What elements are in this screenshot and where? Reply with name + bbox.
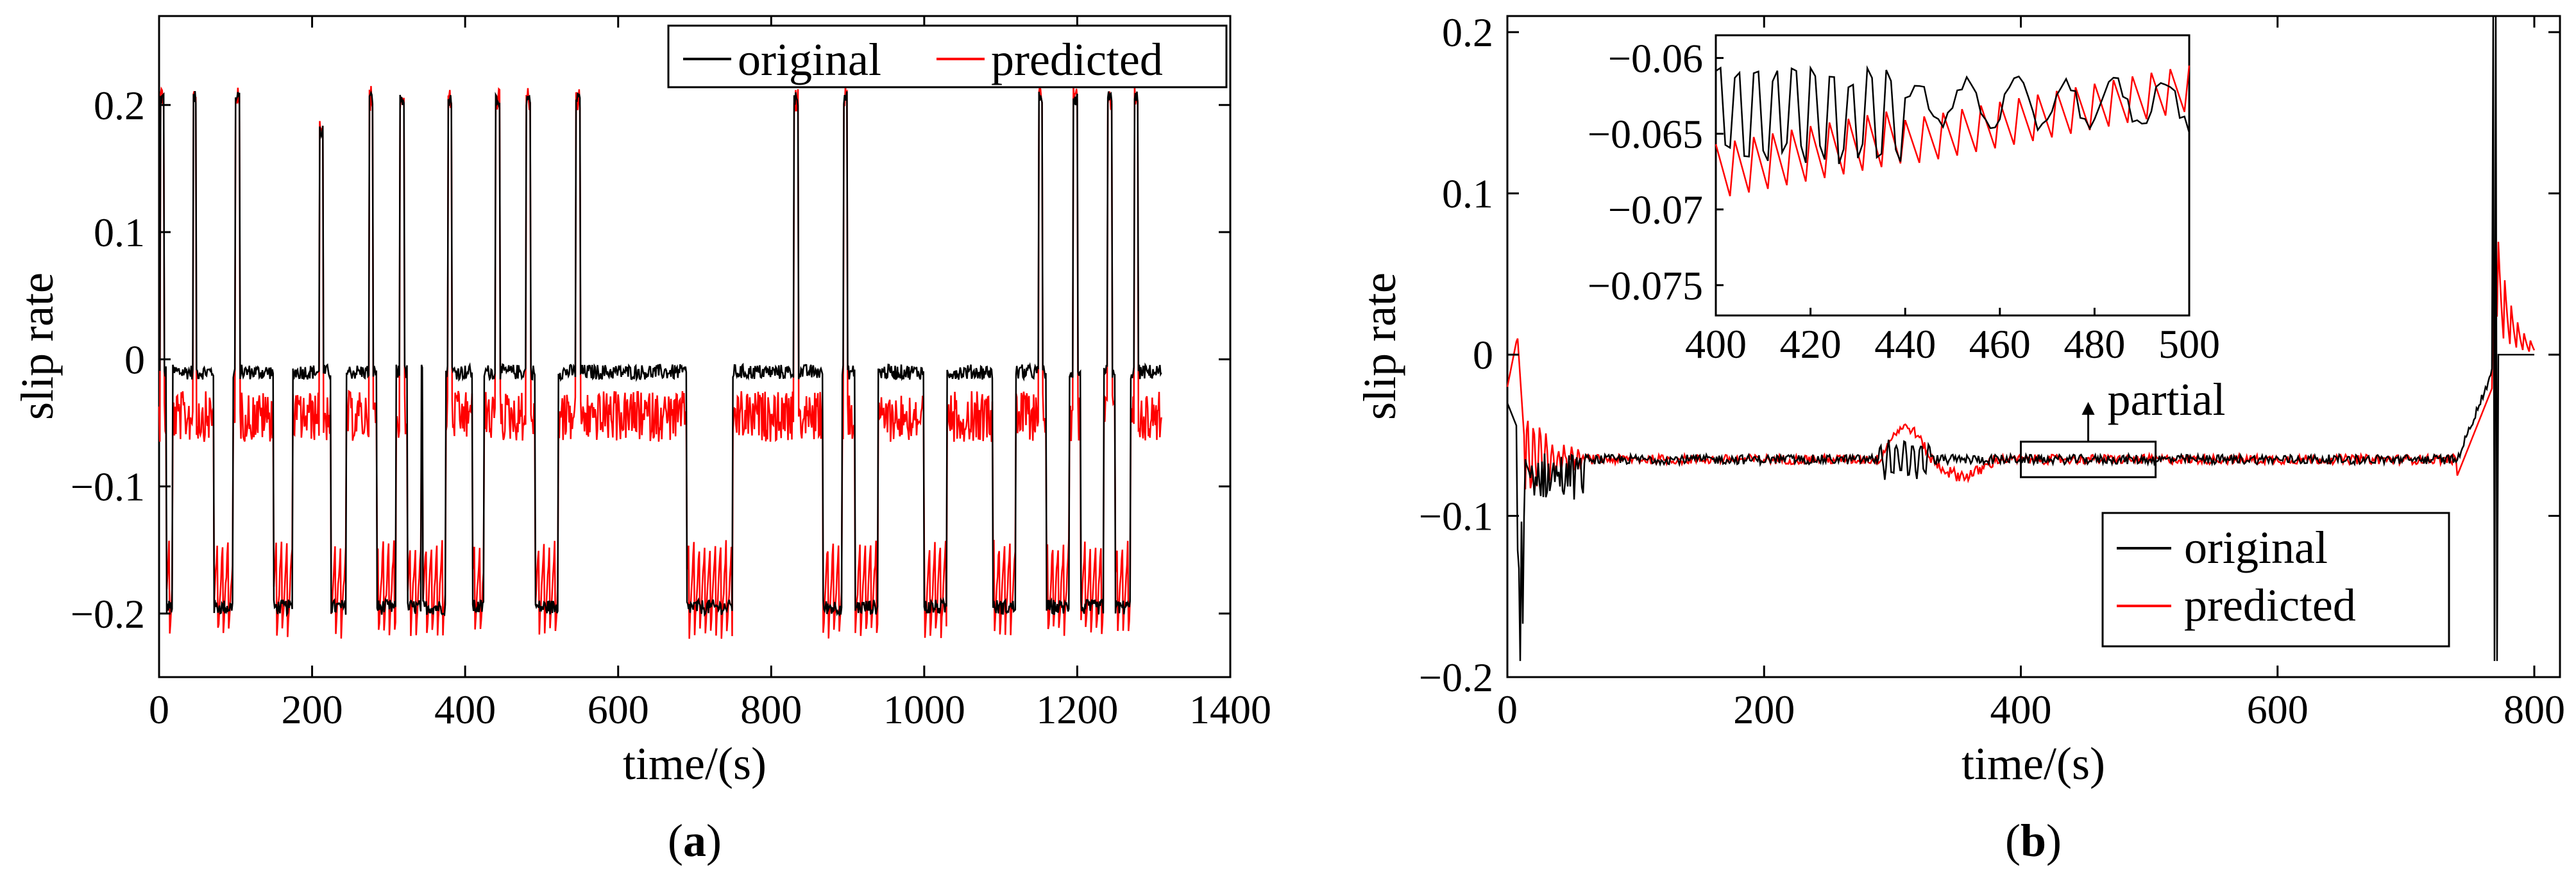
- panel-b-ytick-label: 0.2: [1442, 10, 1493, 55]
- panel-a-ytick-label: 0: [124, 337, 145, 382]
- panel-a-caption-close: ): [706, 815, 722, 866]
- panel-b-partial-label: partial: [2108, 374, 2226, 425]
- panel-b-xtick-label: 400: [1990, 687, 2051, 732]
- panel-a-xtick-label: 600: [588, 687, 649, 732]
- panel-b-xtick-label: 600: [2247, 687, 2309, 732]
- panel-a-plot-area: [158, 15, 1232, 678]
- panel-b-ytick-label: −0.2: [1419, 655, 1493, 700]
- panel-a-caption: (a): [668, 815, 722, 866]
- panel-b-caption-letter: b: [2021, 815, 2046, 866]
- panel-a-original-line: [158, 90, 1162, 617]
- panel-b-inset-xtick-label: 420: [1780, 321, 1842, 367]
- panel-a-xtick-label: 200: [282, 687, 343, 732]
- panel-a-xtick-label: 1000: [883, 687, 965, 732]
- panel-b-inset-ytick-label: −0.06: [1608, 35, 1703, 81]
- panel-a-caption-letter: a: [683, 815, 706, 866]
- panel-b-inset-xtick-label: 400: [1685, 321, 1747, 367]
- panel-a-legend-predicted-label: predicted: [991, 34, 1163, 85]
- panel-b-inset-xtick-label: 480: [2063, 321, 2125, 367]
- panel-a-ytick-label: −0.1: [71, 464, 145, 510]
- panel-a-ytick-label: 0.2: [94, 83, 145, 128]
- panel-a-ytick-label: −0.2: [71, 591, 145, 637]
- panel-b-inset-xtick-label: 440: [1874, 321, 1936, 367]
- panel-a-legend-box: [667, 24, 1228, 88]
- panel-b-inset-predicted-line: [1715, 65, 2190, 197]
- panel-b-xtick-label: 0: [1497, 687, 1518, 732]
- panel-b-legend-box: [2101, 512, 2450, 648]
- panel-b-caption-close: ): [2046, 815, 2062, 866]
- panel-a-xtick-label: 1200: [1036, 687, 1118, 732]
- panel-b-plot-area: [1506, 15, 2561, 678]
- panel-b-inset: 400 420 440 460 480 500 −0.075 −0.07 −0.065 −0.06: [1588, 34, 2220, 367]
- panel-a-legend: original predicted: [667, 24, 1228, 88]
- panel-a-predicted-line: [158, 86, 1162, 639]
- panel-a-ylabel: slip rate: [12, 273, 63, 420]
- panel-a-ytick-label: 0.1: [94, 210, 145, 255]
- panel-a-series-group: [158, 86, 1162, 639]
- panel-b-inset-ytick-label: −0.075: [1588, 263, 1703, 308]
- panel-a-xtick-label: 400: [434, 687, 496, 732]
- panel-b-ytick-label: −0.1: [1419, 494, 1493, 539]
- panel-b-ticks-group: 0 200 400 600 800 −0.2 −0.1 0 0.1 0.2: [1419, 10, 2565, 732]
- panel-b-caption: (b): [2005, 815, 2062, 866]
- panel-b-inset-ytick-label: −0.065: [1588, 112, 1703, 157]
- panel-a: 0 200 400 600 800 1000 1200 1400 −0.2 −0.1 0 0.1 0.2…: [12, 15, 1271, 866]
- panel-b-ytick-label: 0: [1473, 332, 1493, 378]
- panel-b-ylabel: slip rate: [1354, 273, 1405, 420]
- panel-b-legend-predicted-label: predicted: [2184, 580, 2356, 631]
- panel-b-legend-original-label: original: [2184, 522, 2328, 573]
- panel-b-inset-xtick-label: 460: [1969, 321, 2031, 367]
- panel-a-ticks-group: 0 200 400 600 800 1000 1200 1400 −0.2 −0.1 0 0.1 0.2: [71, 16, 1271, 732]
- panel-a-legend-original-label: original: [738, 34, 881, 85]
- panel-a-xtick-label: 1400: [1189, 687, 1271, 732]
- panel-b-xtick-label: 200: [1733, 687, 1795, 732]
- panel-b-inset-frame: [1715, 34, 2190, 317]
- panel-b-zoom-arrow-head: [2081, 401, 2095, 415]
- panel-b-inset-original-line: [1715, 65, 2190, 165]
- panel-b-inset-xtick-label: 500: [2158, 321, 2220, 367]
- panel-b-xlabel: time/(s): [1962, 738, 2105, 789]
- panel-a-xlabel: time/(s): [623, 738, 767, 789]
- panel-b-legend: original predicted: [2101, 512, 2450, 648]
- panel-b-annotation-group: partial: [2019, 374, 2226, 478]
- panel-b-inset-ytick-label: −0.07: [1608, 187, 1703, 233]
- panel-b-xtick-label: 800: [2504, 687, 2565, 732]
- panel-b-ytick-label: 0.1: [1442, 171, 1493, 217]
- panel-b-caption-open: (: [2005, 815, 2021, 866]
- panel-a-caption-open: (: [668, 815, 683, 866]
- panel-a-xtick-label: 0: [149, 687, 169, 732]
- panel-b: 0 200 400 600 800 −0.2 −0.1 0 0.1 0.2 time/(s) sl…: [1354, 10, 2565, 866]
- panel-a-xtick-label: 800: [740, 687, 802, 732]
